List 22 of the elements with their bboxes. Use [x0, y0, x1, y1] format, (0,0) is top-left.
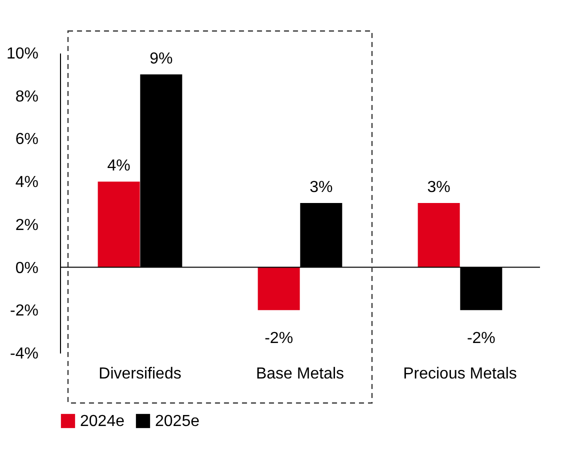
x-tick-label: Base Metals — [256, 366, 344, 382]
bar — [258, 267, 300, 310]
y-tick-label: 4% — [15, 174, 38, 192]
data-label: 3% — [310, 179, 333, 196]
y-tick-label: 0% — [15, 260, 38, 277]
x-tick-label: Precious Metals — [403, 366, 517, 382]
legend-label: 2024e — [80, 413, 125, 430]
y-tick-label: 6% — [15, 131, 38, 148]
bar — [418, 203, 460, 268]
data-label: 9% — [150, 50, 173, 68]
y-tick-label: 10% — [6, 46, 38, 62]
y-tick-label: 2% — [15, 216, 38, 234]
legend-label: 2025e — [155, 413, 200, 430]
data-label: 3% — [427, 179, 450, 196]
data-label: -2% — [264, 330, 294, 348]
data-label: -2% — [466, 330, 496, 348]
y-tick-label: -2% — [10, 302, 38, 320]
bar — [98, 182, 140, 268]
x-tick-label: Diversifieds — [98, 366, 182, 382]
y-tick-label: 8% — [15, 88, 38, 106]
y-tick-label: -4% — [10, 346, 38, 362]
data-label: 4% — [107, 158, 130, 175]
